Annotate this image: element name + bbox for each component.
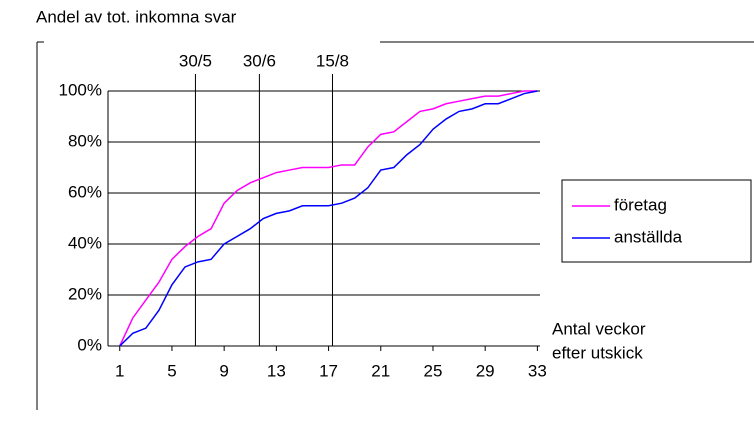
y-tick-label: 100% <box>59 80 102 99</box>
x-tick-label: 1 <box>115 361 124 380</box>
x-tick-label: 25 <box>424 361 443 380</box>
series-line <box>119 90 538 347</box>
y-tick-label: 40% <box>68 233 102 252</box>
chart-title: Andel av tot. inkomna svar <box>36 7 237 26</box>
legend-label: anställda <box>614 227 683 246</box>
legend-box <box>561 179 752 263</box>
x-tick-label: 13 <box>267 361 286 380</box>
x-tick-label: 9 <box>219 361 228 380</box>
annotation: 15/8 <box>316 51 349 70</box>
x-axis-label: efter utskick <box>552 343 643 362</box>
x-tick-label: 17 <box>319 361 338 380</box>
legend-label: företag <box>614 195 667 214</box>
annotation: 30/5 <box>179 51 212 70</box>
x-tick-label: 29 <box>476 361 495 380</box>
y-tick-label: 80% <box>68 131 102 150</box>
x-tick-label: 5 <box>167 361 176 380</box>
series-line <box>119 90 538 347</box>
y-tick-label: 60% <box>68 182 102 201</box>
x-tick-label: 21 <box>371 361 390 380</box>
annotation: 30/6 <box>243 51 276 70</box>
x-axis-label: Antal veckor <box>552 319 646 338</box>
x-tick-label: 33 <box>528 361 547 380</box>
y-tick-label: 0% <box>77 335 102 354</box>
y-tick-label: 20% <box>68 284 102 303</box>
frame <box>36 41 754 410</box>
